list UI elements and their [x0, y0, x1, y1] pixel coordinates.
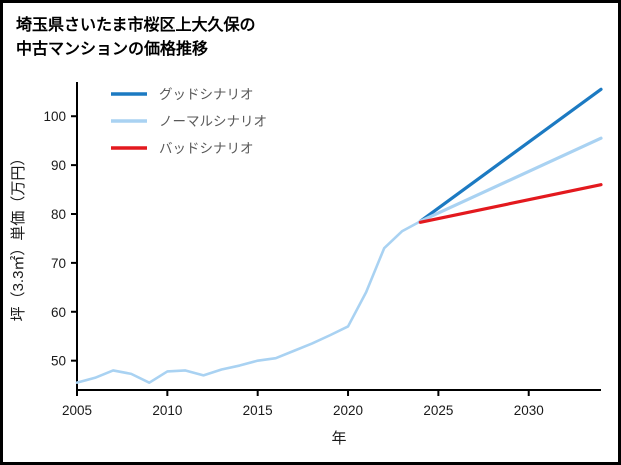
price-trend-chart: 50 60 70 80 90 100 2005 2010 2015 2020 2025 2030 年 坪（… [10, 82, 603, 447]
legend-label-bad-scenario: バッドシナリオ [159, 141, 254, 156]
legend-label-normal-scenario: ノーマルシナリオ [159, 114, 267, 129]
chart-title-line-2: 中古マンションの価格推移 [16, 41, 209, 58]
y-tick-label: 90 [51, 158, 66, 173]
x-tick-label: 2025 [423, 403, 453, 418]
y-tick-label: 50 [51, 354, 66, 369]
legend-label-good-scenario: グッドシナリオ [159, 87, 254, 102]
chart-title: 埼玉県さいたま市桜区上大久保の 中古マンションの価格推移 [3, 3, 618, 62]
y-tick-label: 80 [51, 207, 66, 222]
x-axis-title: 年 [331, 430, 346, 447]
y-tick-label: 100 [43, 109, 66, 124]
y-tick-label: 60 [51, 305, 66, 320]
x-tick-label: 2010 [152, 403, 182, 418]
y-axis-title: 坪（3.3㎡）単価（万円） [10, 151, 27, 322]
x-tick-label: 2030 [514, 403, 544, 418]
x-tick-label: 2005 [62, 403, 92, 418]
chart-title-line-1: 埼玉県さいたま市桜区上大久保の [16, 17, 256, 34]
x-tick-label: 2020 [333, 403, 363, 418]
bad-scenario-line [418, 183, 603, 224]
normal-scenario-line [418, 136, 603, 223]
historical-price-line [75, 220, 422, 384]
y-tick-label: 70 [51, 256, 66, 271]
x-tick-label: 2015 [243, 403, 273, 418]
good-scenario-line [418, 87, 603, 223]
